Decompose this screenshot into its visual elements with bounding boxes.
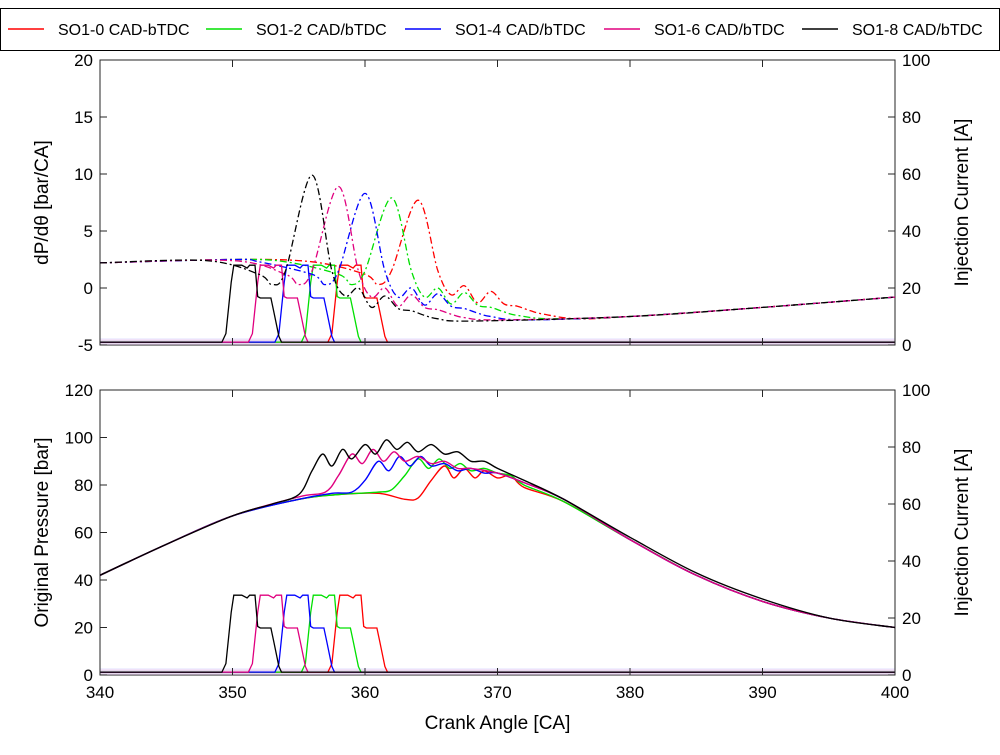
current-line (100, 264, 895, 343)
legend-label: SO1-4 CAD/bTDC (455, 22, 586, 39)
y2-axis-label: Injection Current [A] (952, 119, 973, 287)
x-tick-label: 400 (881, 683, 909, 702)
legend-label: SO1-2 CAD/bTDC (256, 22, 387, 39)
y-tick-label: 15 (74, 108, 93, 127)
current-line (100, 594, 895, 673)
x-tick-label: 380 (616, 683, 644, 702)
x-tick-label: 390 (748, 683, 776, 702)
y2-tick-label: 80 (902, 108, 921, 127)
current-line (100, 264, 895, 343)
y-tick-label: 20 (74, 51, 93, 70)
y-tick-label: 5 (84, 222, 93, 241)
y-tick-label: 20 (74, 619, 93, 638)
y-tick-label: 40 (74, 571, 93, 590)
y-tick-label: 100 (65, 429, 93, 448)
y-tick-label: 60 (74, 524, 93, 543)
pressure-line (100, 455, 895, 629)
rate-panel: -5 0 5 10 15 20 0 20 40 60 80 100 dP/dθ [bar/CA] Inje… (32, 51, 973, 355)
legend: SO1-0 CAD-bTDC SO1-2 CAD/bTDC SO1-4 CAD/bT… (0, 8, 1000, 51)
rate-line (100, 185, 895, 321)
legend-label: SO1-8 CAD/bTDC (852, 22, 983, 39)
y-tick-label: -5 (78, 336, 93, 355)
y-tick-label: 120 (65, 381, 93, 400)
y2-tick-label: 100 (902, 381, 930, 400)
y2-tick-label: 40 (902, 552, 921, 571)
current-line (100, 264, 895, 343)
pressure-line (100, 439, 895, 629)
y2-tick-label: 20 (902, 279, 921, 298)
y2-tick-label: 60 (902, 165, 921, 184)
current-line (100, 594, 895, 673)
y-axis-label: dP/dθ [bar/CA] (32, 140, 53, 265)
current-line (100, 594, 895, 673)
y-tick-label: 0 (84, 279, 93, 298)
x-axis-label: Crank Angle [CA] (425, 713, 571, 734)
y2-tick-label: 80 (902, 438, 921, 457)
current-line (100, 594, 895, 673)
rate-line (100, 197, 895, 320)
legend-label: SO1-6 CAD/bTDC (654, 22, 785, 39)
pressure-line (100, 448, 895, 629)
y-tick-label: 10 (74, 165, 93, 184)
y-tick-label: 80 (74, 476, 93, 495)
rate-line (100, 192, 895, 321)
pressure-line (100, 458, 895, 629)
x-tick-label: 370 (483, 683, 511, 702)
x-tick-label: 350 (218, 683, 246, 702)
rate-line (100, 199, 895, 320)
y2-tick-label: 100 (902, 51, 930, 70)
plot-frame (99, 59, 896, 346)
current-line (100, 264, 895, 343)
x-tick-label: 360 (351, 683, 379, 702)
y2-axis-label: Injection Current [A] (952, 449, 973, 617)
y-axis-label: Original Pressure [bar] (32, 437, 53, 627)
x-tick-label: 340 (86, 683, 114, 702)
y2-tick-label: 0 (902, 336, 911, 355)
y2-tick-label: 40 (902, 222, 921, 241)
y2-tick-label: 60 (902, 495, 921, 514)
legend-label: SO1-0 CAD-bTDC (58, 22, 190, 39)
y2-tick-label: 0 (902, 666, 911, 685)
rate-line (100, 174, 895, 322)
y2-tick-label: 20 (902, 609, 921, 628)
current-line (100, 264, 895, 343)
y-tick-label: 0 (84, 666, 93, 685)
pressure-panel: 0 20 40 60 80 100 120 0 20 40 60 80 100 340 350 360 370 3… (32, 381, 973, 734)
plot-frame (99, 389, 896, 676)
current-line (100, 594, 895, 673)
